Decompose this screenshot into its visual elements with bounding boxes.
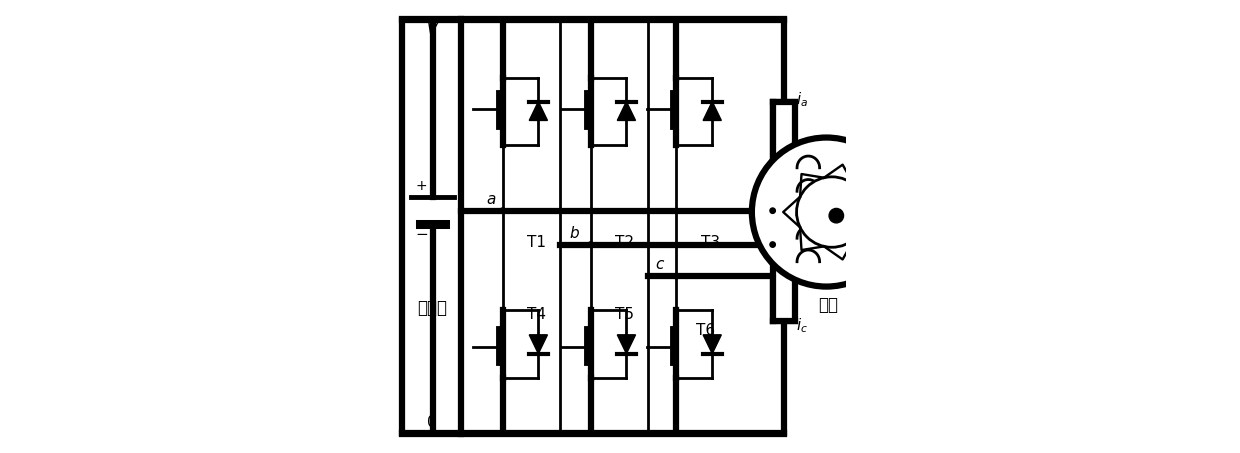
Text: T2: T2 (615, 235, 634, 250)
Text: T5: T5 (615, 307, 634, 322)
Circle shape (770, 242, 775, 247)
FancyArrow shape (587, 332, 590, 336)
FancyArrow shape (498, 332, 502, 336)
Polygon shape (529, 101, 547, 120)
Circle shape (751, 138, 901, 287)
Polygon shape (618, 335, 636, 354)
Text: T3: T3 (701, 235, 720, 250)
Text: T1: T1 (527, 235, 546, 250)
Polygon shape (703, 335, 722, 354)
Circle shape (588, 242, 594, 247)
Bar (402, 19, 784, 434)
Text: 0: 0 (427, 415, 436, 430)
FancyArrow shape (672, 332, 676, 336)
FancyArrow shape (672, 119, 676, 123)
Text: $i_a$: $i_a$ (796, 91, 808, 109)
Text: 电池组: 电池组 (417, 299, 446, 317)
FancyArrow shape (587, 119, 590, 123)
Circle shape (770, 208, 775, 213)
Bar (773, 102, 795, 321)
Circle shape (500, 208, 505, 213)
Text: V: V (427, 23, 436, 38)
Text: c: c (655, 257, 663, 272)
FancyArrow shape (498, 119, 502, 123)
Text: $i_c$: $i_c$ (796, 317, 808, 335)
Text: $i_b$: $i_b$ (796, 235, 808, 254)
Circle shape (770, 274, 775, 279)
Circle shape (673, 274, 680, 279)
Text: b: b (569, 226, 579, 241)
Text: +: + (415, 179, 428, 193)
Text: 电机: 电机 (818, 296, 838, 313)
Polygon shape (618, 101, 636, 120)
Text: a: a (486, 192, 496, 207)
Text: −: − (415, 227, 428, 242)
Polygon shape (703, 101, 722, 120)
Circle shape (796, 177, 867, 247)
Circle shape (830, 208, 843, 223)
Text: T6: T6 (696, 323, 715, 338)
Text: T4: T4 (527, 307, 546, 322)
Polygon shape (529, 335, 547, 354)
